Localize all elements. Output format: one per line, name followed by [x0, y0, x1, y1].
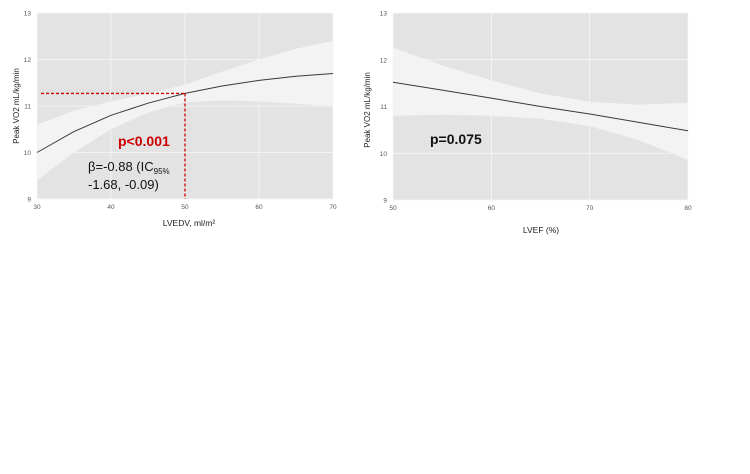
y-tick-label: 9	[27, 197, 31, 204]
x-tick-label: 70	[329, 204, 337, 211]
y-tick-label: 10	[24, 150, 32, 157]
regression-line	[36, 73, 334, 153]
x-tick-label: 80	[684, 205, 692, 212]
y-tick-label: 9	[383, 198, 387, 205]
x-tick-label: 40	[107, 204, 115, 211]
x-tick-label: 50	[181, 204, 189, 211]
x-tick-label: 30	[33, 204, 41, 211]
y-tick-label: 13	[24, 11, 32, 18]
y-tick-labels: 9 10 11 12 13	[24, 11, 32, 204]
reference-lines	[41, 92, 186, 199]
x-tick-label: 60	[488, 205, 496, 212]
y-tick-labels: 9 10 11 12 13	[380, 11, 388, 205]
x-axis-label: LVEF (%)	[523, 225, 559, 235]
p-value-annotation: p<0.001	[118, 133, 170, 149]
x-tick-label: 60	[255, 204, 263, 211]
y-tick-label: 12	[380, 57, 388, 64]
beta-subscript: 95%	[154, 167, 170, 176]
x-tick-label: 70	[586, 205, 594, 212]
confidence-band	[393, 47, 688, 160]
y-tick-label: 11	[380, 104, 387, 111]
ci-annotation: -1.68, -0.09)	[88, 177, 159, 192]
p-value-annotation: p=0.075	[430, 131, 482, 147]
y-tick-label: 13	[380, 11, 388, 18]
beta-annotation: β=-0.88 (IC95%	[88, 159, 170, 176]
confidence-band	[37, 40, 333, 181]
y-axis-label: Peak VO2 mL/kg/min	[363, 72, 372, 148]
beta-text: β=-0.88 (IC	[88, 159, 154, 174]
x-tick-labels: 50 60 70 80	[389, 205, 692, 212]
chart-lvef: 9 10 11 12 13 50 60 70 80 LVEF (%) Peak VO2 mL/…	[363, 11, 692, 236]
y-tick-label: 12	[24, 57, 32, 64]
regression-line	[392, 81, 689, 132]
x-tick-label: 50	[389, 205, 397, 212]
y-tick-label: 10	[380, 151, 388, 158]
y-tick-label: 11	[24, 104, 31, 111]
chart-lvedv: 9 10 11 12 13 30 40 50 60 70 LVEDV, ml/m² Peak V…	[12, 11, 337, 229]
x-tick-labels: 30 40 50 60 70	[33, 204, 337, 211]
y-axis-label: Peak VO2 mL/kg/min	[12, 68, 21, 144]
x-axis-label: LVEDV, ml/m²	[163, 218, 216, 228]
